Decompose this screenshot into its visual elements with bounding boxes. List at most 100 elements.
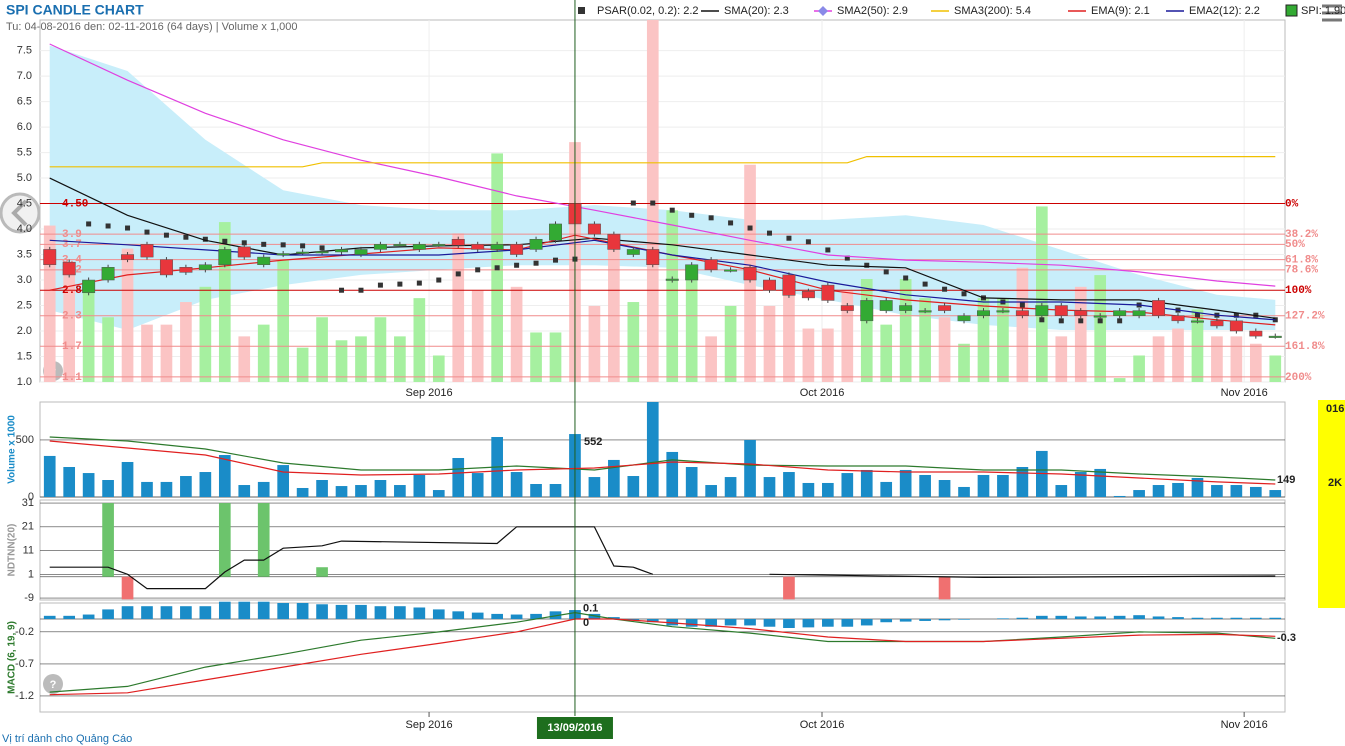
fib-percent-label: 38.2% — [1285, 229, 1318, 241]
psar-dot — [805, 239, 811, 245]
volume-overlay-bar — [608, 240, 620, 382]
y-tick-label: 2.0 — [17, 325, 32, 337]
bar — [63, 615, 76, 620]
psar-dot — [358, 287, 364, 293]
psar-dot — [1194, 312, 1200, 318]
psar-dot — [766, 230, 772, 236]
psar-dot — [689, 212, 695, 218]
bar — [1172, 617, 1184, 620]
bar — [82, 473, 95, 497]
y-tick-label: 5.0 — [17, 172, 32, 184]
candle-body — [276, 253, 290, 256]
bar — [646, 619, 659, 623]
psar-dot — [825, 247, 831, 253]
legend-label: SMA3(200): 5.4 — [954, 5, 1031, 17]
volume-overlay-bar — [1230, 336, 1243, 382]
psar-dot — [222, 238, 228, 244]
fib-price-label: 4.50 — [62, 198, 88, 210]
nav-button[interactable] — [0, 192, 41, 234]
y-tick-label: 4.5 — [17, 197, 32, 209]
bar — [530, 483, 542, 497]
legend-item: SPI: 1.90 — [1285, 4, 1345, 17]
bar — [1152, 485, 1165, 497]
bar — [121, 461, 134, 497]
y-tick-label: 2.5 — [17, 299, 32, 311]
volume-overlay-bar — [1016, 267, 1029, 382]
legend-item: EMA2(12): 2.2 — [1166, 5, 1260, 17]
bar — [724, 477, 737, 497]
bar — [744, 439, 756, 497]
bar — [724, 619, 737, 626]
bar — [802, 619, 815, 628]
bar — [958, 619, 970, 620]
bar — [977, 474, 990, 497]
bar — [1016, 617, 1029, 620]
y-tick-label: 1 — [28, 568, 34, 580]
bar — [822, 619, 834, 627]
candle-body — [1268, 335, 1282, 338]
candle-body — [743, 267, 757, 281]
psar-dot — [1078, 318, 1084, 324]
psar-dot — [377, 282, 383, 288]
bar — [43, 615, 56, 620]
volume-overlay-bar — [977, 298, 990, 382]
bar — [1172, 482, 1184, 497]
bar — [1230, 617, 1243, 620]
line — [49, 611, 1276, 693]
candle-body — [977, 310, 990, 316]
fib-percent-label: 127.2% — [1285, 311, 1325, 323]
bar — [685, 467, 698, 497]
bar — [296, 603, 309, 620]
candle-body — [101, 267, 115, 281]
candle-body — [1074, 310, 1088, 316]
y-tick-label: -9 — [24, 592, 34, 604]
psar-dot — [319, 245, 325, 251]
volume-overlay-bar — [822, 328, 834, 382]
psar-dot — [397, 281, 403, 287]
bar — [257, 601, 270, 620]
volume-overlay-bar — [102, 317, 114, 382]
help-icon[interactable]: ? — [43, 674, 63, 694]
menu-icon[interactable] — [1322, 4, 1342, 22]
candle-body — [860, 300, 874, 322]
volume-overlay-bar — [180, 302, 192, 382]
line — [49, 618, 1276, 696]
bar — [394, 485, 406, 497]
y-axis-label: MACD (6, 19, 9) — [7, 621, 18, 694]
bar — [1055, 615, 1068, 620]
volume-overlay-bar — [1211, 336, 1223, 382]
volume-overlay-bar — [43, 225, 56, 382]
bar — [374, 480, 387, 497]
bar — [102, 480, 114, 497]
y-tick-label: 4.0 — [17, 223, 32, 235]
psar-dot — [261, 241, 267, 247]
y-tick-label: -0.7 — [15, 658, 34, 670]
bar — [1074, 472, 1087, 497]
legend-item: PSAR(0.02, 0.2): 2.2 — [578, 5, 699, 17]
bar-value-label: 552 — [584, 436, 602, 448]
psar-dot — [339, 287, 345, 293]
volume-overlay-bar — [413, 298, 426, 382]
volume-overlay-bar — [1191, 309, 1204, 382]
legend-label: EMA2(12): 2.2 — [1189, 5, 1260, 17]
legend-label: EMA(9): 2.1 — [1091, 5, 1150, 17]
bar — [1269, 490, 1282, 497]
bar — [899, 619, 912, 622]
bar — [1016, 467, 1029, 497]
bar — [257, 503, 270, 577]
psar-dot — [241, 240, 247, 246]
candle-body — [685, 264, 699, 281]
volume-overlay-bar — [1249, 343, 1262, 382]
bar — [530, 613, 542, 620]
footer[interactable]: Vị trí dành cho Quảng Cáo — [2, 733, 132, 745]
psar-dot — [728, 220, 734, 226]
volume-overlay-bar — [549, 332, 562, 382]
bar — [919, 474, 931, 497]
bar — [1211, 485, 1223, 497]
psar-dot — [786, 235, 792, 241]
chart-title: SPI CANDLE CHART — [6, 2, 144, 18]
candle-body — [1113, 310, 1127, 316]
psar-dot — [202, 236, 208, 242]
volume-overlay-bar — [82, 290, 95, 382]
bar — [588, 613, 601, 620]
